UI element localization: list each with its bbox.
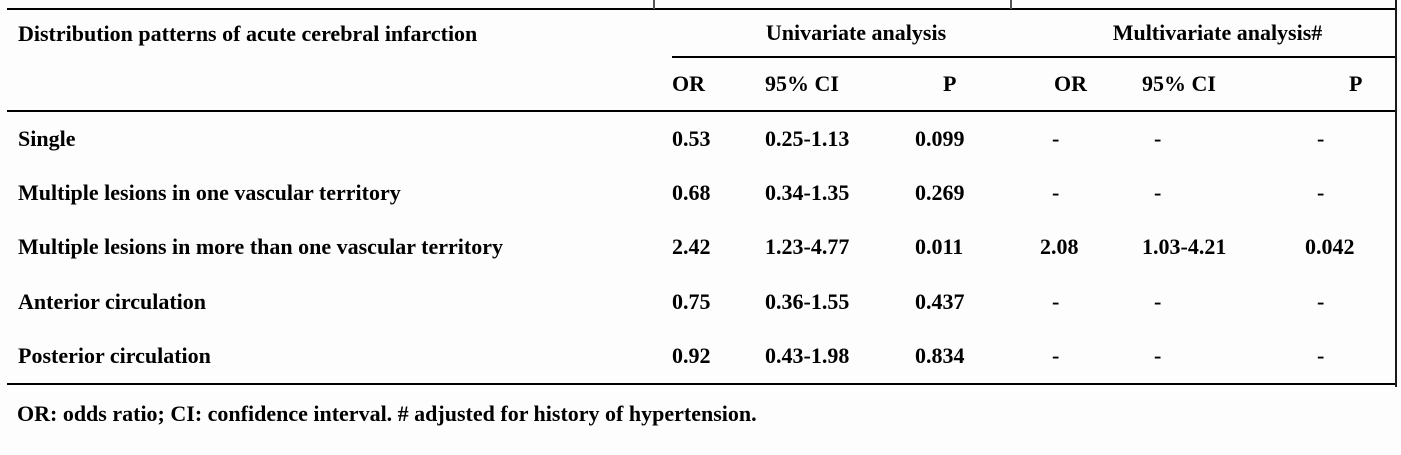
table-right-border-line <box>1395 0 1397 387</box>
value-cell: - <box>1052 288 1060 314</box>
row-label: Multiple lesions in one vascular territo… <box>18 180 401 206</box>
subheader-univariate-p: P <box>943 70 957 96</box>
row-label: Multiple lesions in more than one vascul… <box>18 234 503 260</box>
value-cell: 0.34-1.35 <box>765 180 850 206</box>
row-label: Anterior circulation <box>18 288 206 314</box>
table-body: Single 0.53 0.25-1.13 0.099 - - - Multip… <box>7 112 1395 385</box>
value-cell: - <box>1052 126 1060 151</box>
value-cell: 0.269 <box>915 180 965 206</box>
subheader-multivariate-p: P <box>1349 70 1363 96</box>
odds-ratio-table: Distribution patterns of acute cerebral … <box>7 8 1395 385</box>
value-cell: - <box>1317 126 1325 151</box>
value-cell: 0.36-1.55 <box>765 288 850 314</box>
value-cell: 0.25-1.13 <box>765 126 850 151</box>
value-cell: 2.42 <box>672 234 711 260</box>
value-cell: 0.042 <box>1305 234 1355 260</box>
value-cell: 1.23-4.77 <box>765 234 850 260</box>
row-label: Posterior circulation <box>18 342 211 368</box>
value-cell: 0.43-1.98 <box>765 342 850 368</box>
value-cell: 2.08 <box>1040 234 1079 260</box>
value-cell: 0.75 <box>672 288 711 314</box>
column-header-distribution-patterns: Distribution patterns of acute cerebral … <box>18 20 478 46</box>
subheader-multivariate-ci: 95% CI <box>1142 70 1216 96</box>
value-cell: 0.099 <box>915 126 965 151</box>
value-cell: 0.53 <box>672 126 711 151</box>
subheader-multivariate-or: OR <box>1054 70 1087 96</box>
value-cell: 0.92 <box>672 342 711 368</box>
value-cell: - <box>1052 342 1060 368</box>
value-cell: 1.03-4.21 <box>1142 234 1227 260</box>
value-cell: 0.68 <box>672 180 711 206</box>
table-header: Distribution patterns of acute cerebral … <box>7 10 1395 112</box>
column-boundary-tick <box>1010 0 1012 9</box>
value-cell: - <box>1154 342 1162 368</box>
value-cell: - <box>1154 180 1162 206</box>
value-cell: - <box>1052 180 1060 206</box>
group-header-multivariate-analysis: Multivariate analysis# <box>1040 10 1395 58</box>
value-cell: - <box>1317 180 1325 206</box>
value-cell: - <box>1317 288 1325 314</box>
value-cell: - <box>1154 126 1162 151</box>
value-cell: - <box>1317 342 1325 368</box>
group-header-univariate-analysis: Univariate analysis <box>672 10 1040 58</box>
value-cell: 0.437 <box>915 288 965 314</box>
value-cell: 0.011 <box>915 234 964 260</box>
table-footnote: OR: odds ratio; CI: confidence interval.… <box>17 400 757 426</box>
column-boundary-tick <box>653 0 655 9</box>
value-cell: 0.834 <box>915 342 965 368</box>
value-cell: - <box>1154 288 1162 314</box>
subheader-univariate-or: OR <box>672 70 705 96</box>
subheader-univariate-ci: 95% CI <box>765 70 839 96</box>
row-label: Single <box>18 126 76 151</box>
